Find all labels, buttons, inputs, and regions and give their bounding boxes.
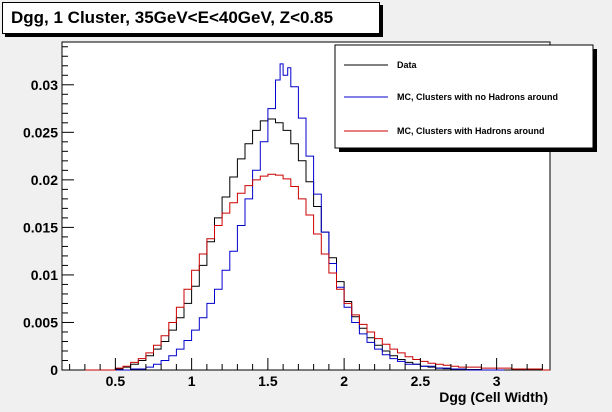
- x-tick-label: 0.5: [106, 373, 126, 389]
- series-line-2: [84, 173, 550, 371]
- legend-entry-label: Data: [397, 60, 418, 70]
- y-tick-label: 0.025: [23, 124, 58, 140]
- y-tick-label: 0.02: [31, 172, 58, 188]
- y-tick-label: 0.005: [23, 314, 58, 330]
- y-tick-label: 0: [50, 362, 58, 378]
- series-line-1: [84, 63, 505, 371]
- legend: Data MC, Clusters with no Hadrons around M…: [334, 44, 597, 152]
- chart-title: Dgg, 1 Cluster, 35GeV<E<40GeV, Z<0.85: [2, 2, 380, 34]
- legend-entry-label: MC, Clusters with no Hadrons around: [397, 92, 558, 102]
- x-axis-label: Dgg (Cell Width): [439, 389, 548, 405]
- axis-layer: 0 0.005 0.01 0.015 0.02 0.025 0.03 0.5 1 1.5 2 2.5 3: [23, 46, 543, 389]
- series-layer: [84, 63, 550, 371]
- x-tick-label: 3: [493, 373, 501, 389]
- y-tick-label: 0.015: [23, 219, 58, 235]
- x-tick-label: 2.5: [411, 373, 431, 389]
- legend-entry-label: MC, Clusters with Hadrons around: [397, 126, 545, 136]
- x-tick-label: 1: [188, 373, 196, 389]
- x-tick-label: 2: [340, 373, 348, 389]
- x-tick-label: 1.5: [258, 373, 278, 389]
- y-tick-label: 0.01: [31, 267, 58, 283]
- y-tick-label: 0.03: [31, 77, 58, 93]
